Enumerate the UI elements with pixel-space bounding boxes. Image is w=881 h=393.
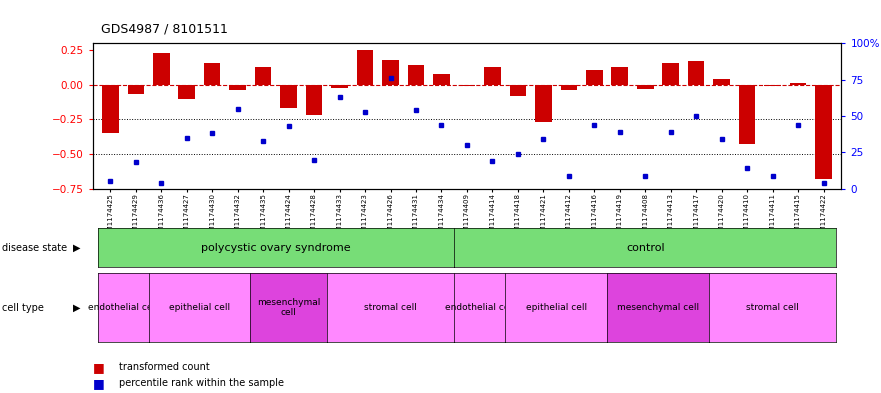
Text: epithelial cell: epithelial cell — [169, 303, 230, 312]
Text: mesenchymal
cell: mesenchymal cell — [257, 298, 321, 317]
Bar — [382, 60, 399, 85]
Bar — [255, 67, 271, 85]
Text: polycystic ovary syndrome: polycystic ovary syndrome — [201, 242, 351, 253]
Bar — [331, 85, 348, 88]
Bar — [765, 85, 781, 86]
Bar — [179, 85, 195, 99]
Text: ▶: ▶ — [73, 242, 81, 253]
Bar — [459, 85, 475, 86]
Bar — [229, 85, 246, 90]
Bar — [789, 83, 806, 85]
Bar — [611, 67, 628, 85]
Bar — [739, 85, 755, 144]
Bar — [306, 85, 322, 115]
Text: cell type: cell type — [2, 303, 44, 312]
Bar — [535, 85, 552, 122]
Bar — [128, 85, 144, 94]
Bar — [280, 85, 297, 108]
Text: percentile rank within the sample: percentile rank within the sample — [119, 378, 284, 388]
Bar — [485, 67, 500, 85]
Bar — [560, 85, 577, 90]
Bar — [357, 50, 374, 85]
Bar — [408, 65, 425, 85]
Text: disease state: disease state — [2, 242, 67, 253]
Bar — [102, 85, 119, 133]
Text: endothelial cell: endothelial cell — [88, 303, 158, 312]
Bar — [688, 61, 705, 85]
Text: control: control — [626, 242, 664, 253]
Bar — [153, 53, 169, 85]
Bar — [663, 62, 679, 85]
Text: ■: ■ — [93, 361, 104, 374]
Text: stromal cell: stromal cell — [364, 303, 417, 312]
Text: stromal cell: stromal cell — [746, 303, 799, 312]
Bar — [433, 74, 449, 85]
Bar — [204, 62, 220, 85]
Text: endothelial cell: endothelial cell — [445, 303, 515, 312]
Bar — [815, 85, 832, 179]
Text: mesenchymal cell: mesenchymal cell — [617, 303, 699, 312]
Bar — [637, 85, 654, 89]
Bar — [586, 70, 603, 85]
Bar — [714, 79, 730, 85]
Bar — [509, 85, 526, 96]
Text: transformed count: transformed count — [119, 362, 210, 373]
Text: epithelial cell: epithelial cell — [525, 303, 587, 312]
Text: ▶: ▶ — [73, 303, 81, 312]
Text: ■: ■ — [93, 376, 104, 390]
Text: GDS4987 / 8101511: GDS4987 / 8101511 — [101, 22, 228, 35]
